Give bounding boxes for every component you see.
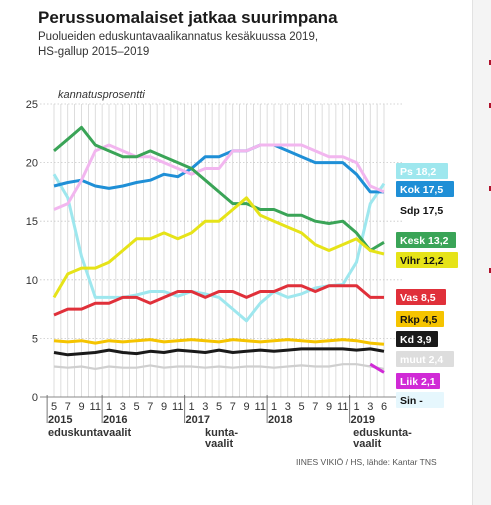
x-tick-label: 1 [271, 401, 277, 413]
x-tick-label: 6 [381, 401, 387, 413]
x-tick-label: 1 [188, 401, 194, 413]
x-tick-label: 7 [147, 401, 153, 413]
series-label-box-kd [396, 331, 438, 347]
y-tick-label: 25 [26, 99, 38, 111]
y-axis-label: kannatusprosentti [58, 89, 145, 101]
series-label-vas: Vas 8,5 [400, 292, 436, 304]
x-tick-label: 1 [106, 401, 112, 413]
x-tick-label: 7 [312, 401, 318, 413]
x-tick-label: 7 [230, 401, 236, 413]
series-label-kok: Kok 17,5 [400, 184, 443, 196]
edge-marker [489, 186, 491, 191]
series-label-box-vihr [396, 252, 458, 268]
x-tick-label: 3 [120, 401, 126, 413]
series-line-liik [369, 362, 385, 374]
chart-subtitle: Puolueiden eduskuntavaalikannatus kesäku… [38, 30, 458, 60]
edge-marker [489, 268, 491, 273]
annotation-label: eduskunta- [353, 427, 412, 439]
series-line-kd [53, 347, 385, 357]
x-tick-label: 5 [133, 401, 139, 413]
series-label-box-rkp [396, 311, 444, 327]
x-tick-label: 3 [202, 401, 208, 413]
series-label-rkp: Rkp 4,5 [400, 314, 438, 326]
series-label-vihr: Vihr 12,2 [400, 255, 444, 267]
y-tick-label: 15 [26, 216, 38, 228]
chart-title: Perussuomalaiset jatkaa suurimpana [38, 8, 338, 27]
x-tick-label: 5 [298, 401, 304, 413]
x-tick-label: 11 [172, 401, 183, 413]
x-tick-label: 9 [78, 401, 84, 413]
x-tick-label: 9 [243, 401, 249, 413]
edge-marker [489, 103, 491, 108]
x-tick-label: 7 [65, 401, 71, 413]
series-line-sdp [53, 143, 385, 211]
x-tick-label: 3 [367, 401, 373, 413]
series-label-box-kok [396, 181, 454, 197]
series-label-muut: muut 2,4 [400, 354, 443, 366]
series-line-kesk [53, 125, 385, 252]
annotation-label: eduskuntavaalit [48, 427, 131, 439]
series-label-box-kesk [396, 232, 456, 248]
series-label-box-liik [396, 373, 440, 389]
subtitle-line-2: HS-gallup 2015–2019 [38, 46, 150, 58]
x-tick-label: 9 [326, 401, 332, 413]
x-tick-label: 5 [216, 401, 222, 413]
series-label-sin: Sin - [400, 395, 423, 407]
x-year-label: 2015 [48, 414, 72, 426]
y-tick-label: 0 [32, 392, 38, 404]
y-tick-label: 20 [26, 158, 38, 170]
series-line-vihr [52, 196, 385, 299]
edge-marker [489, 60, 491, 65]
series-line-muut [53, 363, 385, 370]
series-line-rkp [53, 338, 385, 346]
series-line-vas [53, 284, 384, 317]
x-tick-label: 5 [51, 401, 57, 413]
series-label-box-sin [396, 392, 444, 408]
series-label-kesk: Kesk 13,2 [400, 235, 449, 247]
x-year-label: 2017 [186, 414, 210, 426]
y-tick-label: 5 [32, 333, 38, 345]
y-tick-label: 10 [26, 275, 38, 287]
series-label-box-ps [396, 163, 448, 179]
series-label-box-sdp [396, 202, 456, 218]
x-year-label: 2018 [268, 414, 292, 426]
x-tick-label: 9 [161, 401, 167, 413]
x-year-label: 2019 [351, 414, 375, 426]
source-credit: IINES VIKIÖ / HS, lähde: Kantar TNS [296, 457, 437, 467]
x-year-label: 2016 [103, 414, 127, 426]
series-label-sdp: Sdp 17,5 [400, 205, 443, 217]
x-tick-label: 11 [337, 401, 348, 413]
chart-card: Perussuomalaiset jatkaa suurimpana Puolu… [38, 8, 458, 467]
series-label-kd: Kd 3,9 [400, 334, 432, 346]
series-label-box-vas [396, 289, 446, 305]
x-tick-label: 11 [255, 401, 266, 413]
x-tick-label: 11 [90, 401, 101, 413]
x-tick-label: 3 [285, 401, 291, 413]
series-line-kok [53, 143, 384, 194]
subtitle-line-1: Puolueiden eduskuntavaalikannatus kesäku… [38, 31, 319, 43]
series-label-ps: Ps 18,2 [400, 166, 436, 178]
annotation-label: kunta- [205, 427, 238, 439]
x-tick-label: 1 [353, 401, 359, 413]
series-label-liik: Liik 2,1 [400, 376, 436, 388]
page-edge [472, 0, 491, 505]
annotation-label: vaalit [353, 438, 381, 450]
annotation-label: vaalit [205, 438, 233, 450]
series-label-box-muut [396, 351, 454, 367]
